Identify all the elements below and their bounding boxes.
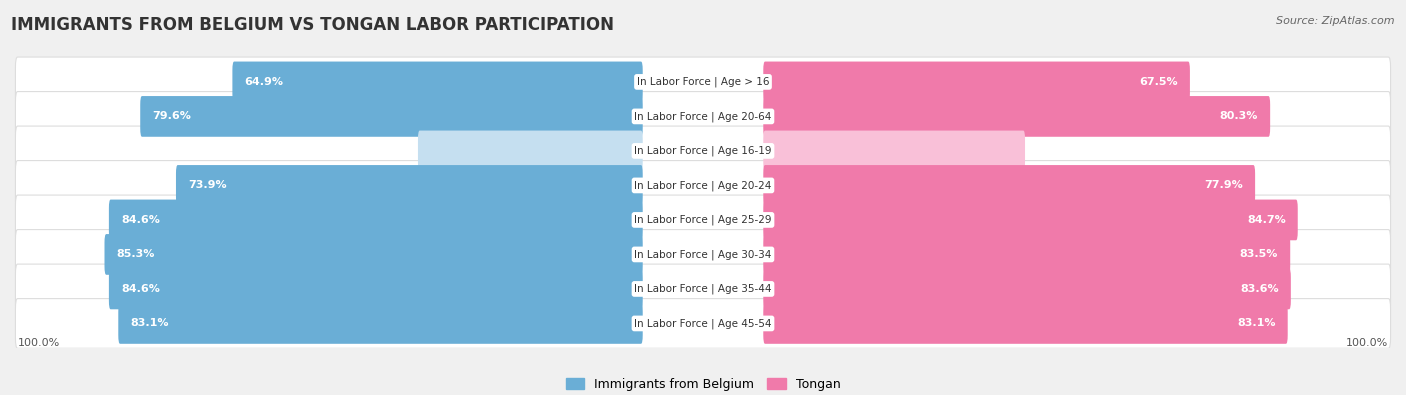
FancyBboxPatch shape: [104, 234, 643, 275]
FancyBboxPatch shape: [118, 303, 643, 344]
Text: In Labor Force | Age 35-44: In Labor Force | Age 35-44: [634, 284, 772, 294]
Text: In Labor Force | Age 25-29: In Labor Force | Age 25-29: [634, 214, 772, 225]
Text: IMMIGRANTS FROM BELGIUM VS TONGAN LABOR PARTICIPATION: IMMIGRANTS FROM BELGIUM VS TONGAN LABOR …: [11, 16, 614, 34]
Text: In Labor Force | Age 30-34: In Labor Force | Age 30-34: [634, 249, 772, 260]
Legend: Immigrants from Belgium, Tongan: Immigrants from Belgium, Tongan: [561, 372, 845, 395]
FancyBboxPatch shape: [763, 303, 1288, 344]
FancyBboxPatch shape: [763, 234, 1291, 275]
FancyBboxPatch shape: [108, 269, 643, 309]
Text: 84.6%: 84.6%: [121, 284, 160, 294]
Text: 67.5%: 67.5%: [1139, 77, 1178, 87]
FancyBboxPatch shape: [15, 229, 1391, 279]
FancyBboxPatch shape: [15, 126, 1391, 176]
FancyBboxPatch shape: [763, 269, 1291, 309]
FancyBboxPatch shape: [15, 299, 1391, 348]
Text: 79.6%: 79.6%: [152, 111, 191, 121]
FancyBboxPatch shape: [232, 62, 643, 102]
FancyBboxPatch shape: [108, 199, 643, 240]
Text: 35.3%: 35.3%: [648, 146, 686, 156]
FancyBboxPatch shape: [15, 264, 1391, 314]
FancyBboxPatch shape: [15, 92, 1391, 141]
Text: 80.3%: 80.3%: [1220, 111, 1258, 121]
Text: 84.6%: 84.6%: [121, 215, 160, 225]
Text: 41.2%: 41.2%: [720, 146, 758, 156]
Text: 83.6%: 83.6%: [1240, 284, 1279, 294]
FancyBboxPatch shape: [763, 165, 1256, 206]
FancyBboxPatch shape: [141, 96, 643, 137]
FancyBboxPatch shape: [418, 131, 643, 171]
FancyBboxPatch shape: [15, 195, 1391, 245]
Text: Source: ZipAtlas.com: Source: ZipAtlas.com: [1277, 16, 1395, 26]
FancyBboxPatch shape: [763, 96, 1270, 137]
Text: 83.1%: 83.1%: [1237, 318, 1275, 329]
Text: In Labor Force | Age > 16: In Labor Force | Age > 16: [637, 77, 769, 87]
Text: In Labor Force | Age 20-24: In Labor Force | Age 20-24: [634, 180, 772, 191]
Text: In Labor Force | Age 20-64: In Labor Force | Age 20-64: [634, 111, 772, 122]
FancyBboxPatch shape: [763, 199, 1298, 240]
FancyBboxPatch shape: [15, 161, 1391, 210]
Text: 73.9%: 73.9%: [188, 181, 226, 190]
Text: In Labor Force | Age 16-19: In Labor Force | Age 16-19: [634, 146, 772, 156]
Text: 77.9%: 77.9%: [1205, 181, 1243, 190]
Text: 100.0%: 100.0%: [1347, 339, 1389, 348]
Text: 85.3%: 85.3%: [117, 249, 155, 260]
Text: 84.7%: 84.7%: [1247, 215, 1285, 225]
FancyBboxPatch shape: [763, 62, 1189, 102]
Text: In Labor Force | Age 45-54: In Labor Force | Age 45-54: [634, 318, 772, 329]
Text: 83.1%: 83.1%: [131, 318, 169, 329]
Text: 64.9%: 64.9%: [245, 77, 284, 87]
FancyBboxPatch shape: [15, 57, 1391, 107]
Text: 100.0%: 100.0%: [17, 339, 59, 348]
FancyBboxPatch shape: [176, 165, 643, 206]
FancyBboxPatch shape: [763, 131, 1025, 171]
Text: 83.5%: 83.5%: [1240, 249, 1278, 260]
